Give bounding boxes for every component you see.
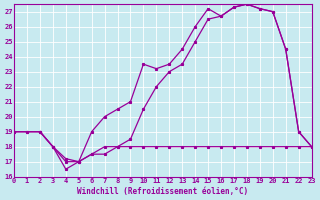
X-axis label: Windchill (Refroidissement éolien,°C): Windchill (Refroidissement éolien,°C): [77, 187, 248, 196]
